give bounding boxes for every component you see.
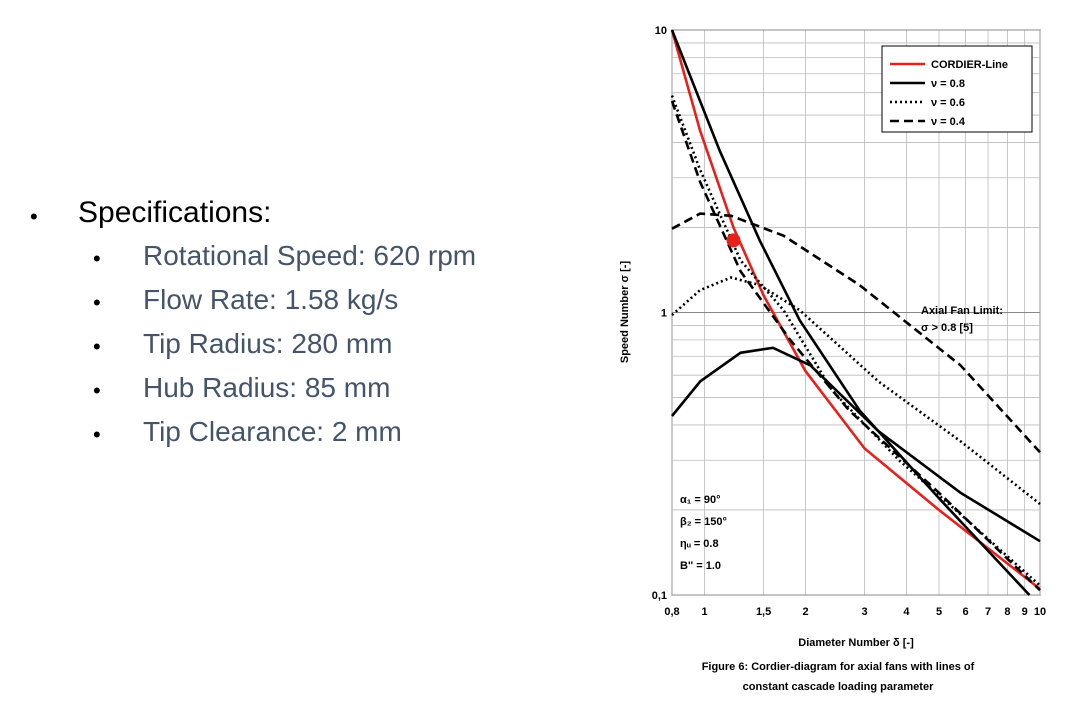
x-tick-label: 4 [903, 606, 910, 618]
bullet-item: Flow Rate: 1.58 kg/s [143, 284, 399, 315]
x-tick-label: 10 [1034, 606, 1046, 618]
bullet-item: Tip Radius: 280 mm [143, 328, 393, 359]
parameter-label: β₂ = 150° [680, 516, 727, 528]
parameter-label: B'' = 1.0 [680, 560, 721, 572]
y-axis-label: Speed Number σ [-] [619, 261, 631, 364]
caption: Figure 6: Cordier-diagram for axial fans… [702, 661, 975, 673]
y-tick-label: 10 [655, 25, 667, 37]
annotation: σ > 0.8 [5] [921, 322, 973, 334]
annotation: Axial Fan Limit: [921, 305, 1003, 317]
parameter-label: α₁ = 90° [680, 494, 720, 506]
x-tick-label: 1 [701, 606, 707, 618]
bullet-icon: • [93, 246, 101, 271]
legend-label: ν = 0.6 [931, 97, 965, 109]
bullet-item: Tip Clearance: 2 mm [143, 416, 402, 447]
legend-label: ν = 0.4 [931, 116, 966, 128]
x-tick-label: 1,5 [756, 606, 771, 618]
series-line [670, 95, 1041, 587]
bullet-item: Hub Radius: 85 mm [143, 372, 391, 403]
bullet-icon: • [93, 378, 101, 403]
x-tick-label: 9 [1022, 606, 1028, 618]
bullet-icon: • [93, 334, 101, 359]
bullet-icon: • [30, 204, 38, 229]
bullet-item: Rotational Speed: 620 rpm [143, 240, 477, 271]
parameter-label: ηᵤ = 0.8 [680, 538, 719, 550]
x-axis-label: Diameter Number δ [-] [798, 637, 914, 649]
legend-label: ν = 0.8 [931, 78, 965, 90]
bullet-icon: • [93, 422, 101, 447]
bullet-icon: • [93, 290, 101, 315]
y-tick-label: 0,1 [652, 590, 667, 602]
heading: Specifications: [78, 196, 272, 229]
x-tick-label: 6 [963, 606, 969, 618]
x-tick-label: 8 [1004, 606, 1010, 618]
marker-point [726, 233, 741, 248]
x-tick-label: 0,8 [664, 606, 679, 618]
x-tick-label: 5 [936, 606, 942, 618]
caption: constant cascade loading parameter [743, 681, 934, 693]
y-tick-label: 1 [661, 308, 667, 320]
series-line [670, 100, 1041, 592]
series-line [670, 29, 1041, 596]
x-tick-label: 3 [862, 606, 868, 618]
x-tick-label: 7 [985, 606, 991, 618]
legend-box [881, 45, 1033, 133]
legend-label: CORDIER-Line [931, 59, 1008, 71]
x-tick-label: 2 [802, 606, 808, 618]
